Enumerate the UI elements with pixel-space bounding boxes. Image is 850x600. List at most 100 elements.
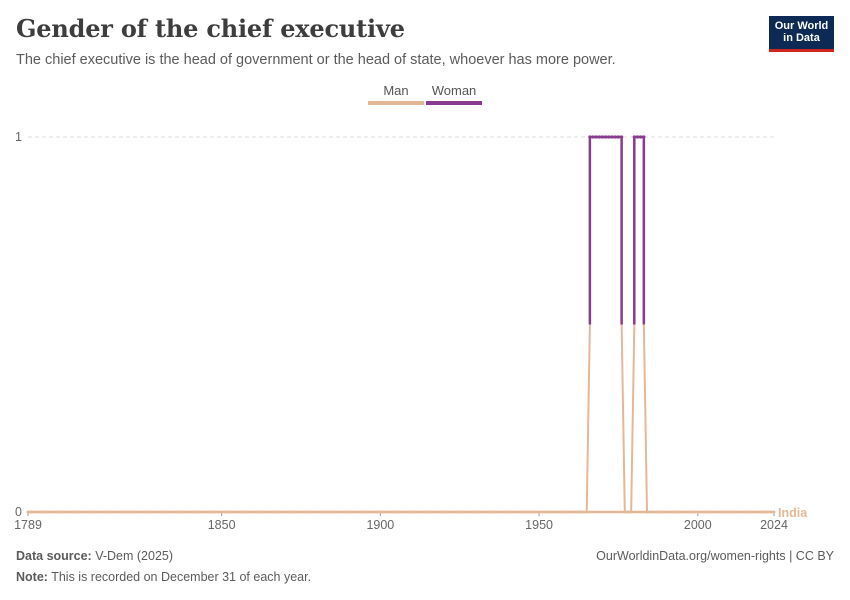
point-man bbox=[118, 510, 122, 514]
point-man bbox=[369, 510, 373, 514]
point-man bbox=[426, 510, 430, 514]
point-man bbox=[493, 510, 497, 514]
point-man bbox=[356, 510, 360, 514]
point-man bbox=[388, 510, 392, 514]
point-man bbox=[753, 510, 757, 514]
series-man-fall bbox=[642, 324, 649, 513]
point-man bbox=[550, 510, 554, 514]
point-man bbox=[461, 510, 465, 514]
point-man bbox=[359, 510, 363, 514]
legend-swatch-woman bbox=[426, 101, 482, 105]
point-man bbox=[159, 510, 163, 514]
point-man bbox=[686, 510, 690, 514]
point-man bbox=[423, 510, 427, 514]
point-man bbox=[264, 510, 268, 514]
point-man bbox=[439, 510, 443, 514]
point-man bbox=[267, 510, 271, 514]
point-man bbox=[737, 510, 741, 514]
point-man bbox=[245, 510, 249, 514]
point-man bbox=[709, 510, 713, 514]
point-man bbox=[575, 510, 579, 514]
point-man bbox=[239, 510, 243, 514]
point-man bbox=[86, 510, 90, 514]
point-man bbox=[229, 510, 233, 514]
point-man bbox=[134, 510, 138, 514]
note-value: This is recorded on December 31 of each … bbox=[51, 570, 312, 584]
credit-link[interactable]: OurWorldinData.org/women-rights | CC BY bbox=[596, 549, 834, 563]
note-label: Note: bbox=[16, 570, 48, 584]
legend-swatch-man bbox=[368, 101, 424, 105]
point-man bbox=[67, 510, 71, 514]
point-man bbox=[391, 510, 395, 514]
point-man bbox=[489, 510, 493, 514]
point-man bbox=[661, 510, 665, 514]
series-man-fall bbox=[620, 324, 626, 513]
point-man bbox=[163, 510, 167, 514]
point-woman bbox=[607, 135, 611, 139]
point-man bbox=[702, 510, 706, 514]
point-man bbox=[29, 510, 33, 514]
point-man bbox=[699, 510, 703, 514]
point-man bbox=[188, 510, 192, 514]
point-man bbox=[499, 510, 503, 514]
point-woman bbox=[600, 135, 605, 139]
y-tick-label: 0 bbox=[15, 505, 22, 519]
point-man bbox=[48, 510, 52, 514]
point-man bbox=[293, 510, 297, 514]
point-man bbox=[140, 510, 144, 514]
point-man bbox=[226, 510, 230, 514]
data-source-value[interactable]: V-Dem (2025) bbox=[95, 549, 174, 563]
point-man bbox=[232, 510, 236, 514]
point-man bbox=[724, 510, 728, 514]
point-man bbox=[648, 510, 652, 514]
point-man bbox=[543, 510, 547, 514]
point-man bbox=[470, 510, 474, 514]
point-man bbox=[689, 510, 693, 514]
point-man bbox=[55, 510, 59, 514]
point-man bbox=[58, 510, 62, 514]
point-man bbox=[404, 510, 408, 514]
point-woman bbox=[639, 135, 643, 139]
point-man bbox=[718, 510, 722, 514]
point-man bbox=[42, 510, 46, 514]
point-man bbox=[105, 510, 109, 514]
point-man bbox=[324, 510, 328, 514]
point-man bbox=[464, 510, 468, 514]
point-woman bbox=[616, 135, 621, 139]
point-man bbox=[137, 510, 141, 514]
logo-line-1: Our World bbox=[774, 20, 829, 32]
point-man bbox=[502, 510, 506, 514]
point-man bbox=[175, 510, 179, 514]
point-man bbox=[318, 510, 322, 514]
point-man bbox=[562, 510, 566, 514]
point-man bbox=[696, 510, 700, 514]
point-man bbox=[289, 510, 293, 514]
point-man bbox=[528, 510, 532, 514]
point-man bbox=[51, 510, 55, 514]
series-woman-line bbox=[633, 135, 646, 325]
chart-subtitle: The chief executive is the head of gover… bbox=[16, 52, 616, 68]
point-man bbox=[45, 510, 49, 514]
point-man bbox=[420, 510, 424, 514]
point-man bbox=[474, 510, 478, 514]
point-woman bbox=[642, 135, 646, 139]
point-man bbox=[312, 510, 316, 514]
point-man bbox=[83, 510, 87, 514]
point-man bbox=[255, 510, 259, 514]
point-man bbox=[26, 510, 30, 514]
point-man bbox=[667, 510, 671, 514]
point-man bbox=[683, 510, 687, 514]
point-man bbox=[204, 510, 208, 514]
point-man bbox=[353, 510, 357, 514]
point-woman bbox=[610, 135, 614, 139]
point-man bbox=[670, 510, 674, 514]
point-man bbox=[305, 510, 309, 514]
point-man bbox=[261, 510, 265, 514]
point-man bbox=[721, 510, 725, 514]
point-man bbox=[286, 510, 290, 514]
point-man bbox=[394, 510, 398, 514]
point-man bbox=[115, 510, 119, 514]
point-woman bbox=[620, 135, 624, 139]
point-man bbox=[375, 510, 379, 514]
owid-logo[interactable]: Our World in Data bbox=[769, 16, 834, 52]
